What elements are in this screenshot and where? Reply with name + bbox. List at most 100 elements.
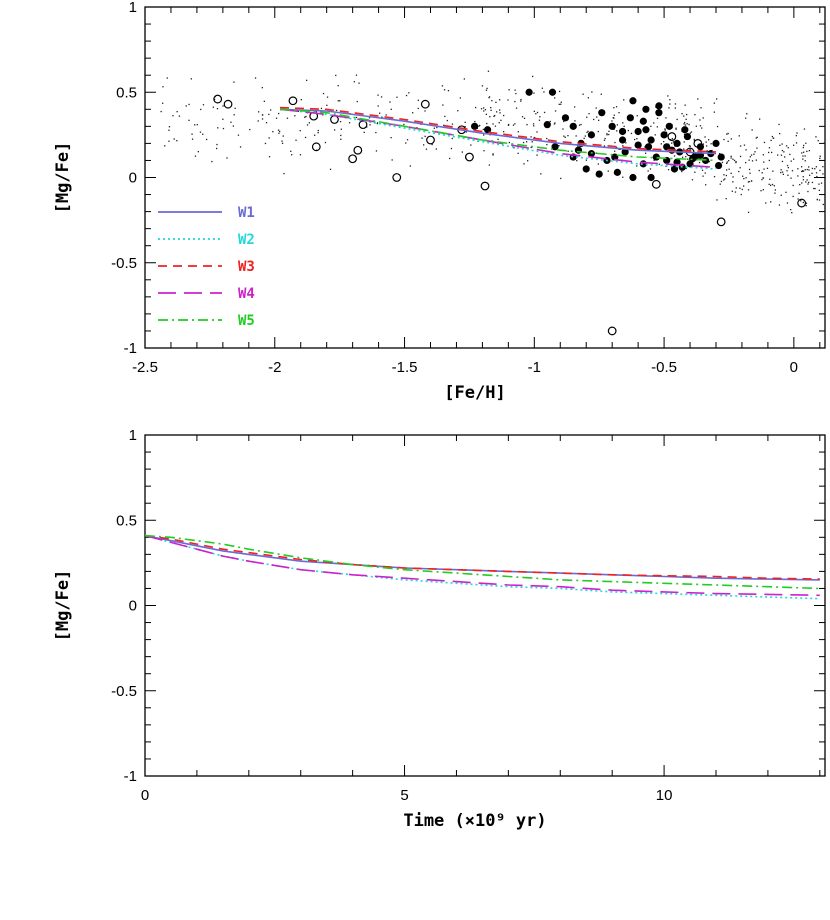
star-dot: [444, 115, 446, 118]
star-dot: [389, 101, 391, 103]
star-dot: [732, 176, 734, 178]
star-dot: [719, 183, 721, 185]
star-dot: [483, 110, 485, 112]
legend-label-w1: W1: [238, 205, 255, 221]
plot-frame: [144, 434, 826, 777]
legend-label-w4: W4: [238, 286, 255, 302]
star-dot: [723, 174, 725, 176]
star-dot: [758, 169, 760, 172]
star-dot: [780, 169, 782, 171]
filled-circle-point: [582, 165, 590, 173]
star-dot: [508, 123, 510, 126]
star-dot: [822, 203, 824, 206]
star-dot: [706, 145, 708, 147]
star-dot: [781, 149, 784, 152]
y-tick-label: 0.5: [116, 84, 137, 101]
series-line-w2: [145, 534, 820, 600]
star-dot: [587, 97, 589, 99]
star-dot: [521, 116, 524, 118]
star-dot: [348, 122, 351, 124]
star-dot: [540, 173, 542, 175]
star-dot: [762, 177, 764, 179]
star-dot: [750, 154, 753, 156]
star-dot: [822, 173, 824, 175]
star-dot: [433, 127, 435, 129]
star-dot: [606, 134, 608, 136]
star-dot: [754, 151, 756, 153]
star-dot: [268, 156, 271, 158]
star-dot: [702, 117, 704, 119]
star-dot: [766, 167, 769, 169]
star-dot: [691, 179, 694, 181]
filled-circle-point: [652, 153, 660, 161]
star-dot: [793, 158, 795, 160]
star-dot: [390, 137, 392, 139]
star-dot: [702, 143, 704, 145]
star-dot: [291, 154, 293, 156]
star-dot: [417, 107, 419, 110]
star-dot: [785, 145, 788, 147]
star-dot: [699, 119, 701, 121]
filled-circle-point: [629, 97, 637, 105]
star-dot: [716, 199, 718, 201]
star-dot: [726, 133, 728, 135]
star-dot: [694, 114, 696, 116]
star-dot: [706, 150, 708, 152]
star-dot: [290, 150, 292, 152]
star-dot: [747, 189, 750, 191]
y-axis-title: [Mg/Fe]: [53, 570, 73, 642]
star-dot: [688, 123, 690, 126]
star-dot: [779, 132, 781, 135]
star-dot: [735, 187, 737, 189]
star-dot: [803, 128, 806, 130]
filled-circle-point: [618, 136, 627, 144]
filled-circle-point: [471, 122, 479, 130]
star-dot: [613, 117, 615, 119]
star-dot: [739, 167, 741, 169]
legend-label-w5: W5: [238, 313, 255, 329]
star-dot: [730, 172, 732, 174]
star-dot: [188, 119, 190, 121]
star-dot: [173, 138, 175, 140]
star-dot: [216, 143, 218, 146]
star-dot: [480, 108, 483, 110]
star-dot: [802, 155, 804, 157]
star-dot: [808, 166, 810, 168]
star-dot: [484, 109, 487, 111]
star-dot: [514, 100, 516, 103]
star-dot: [190, 78, 192, 80]
star-dot: [522, 141, 525, 144]
star-dot: [363, 131, 365, 133]
star-dot: [777, 154, 779, 156]
star-dot: [334, 129, 336, 131]
star-dot: [807, 190, 809, 193]
star-dot: [305, 115, 307, 118]
star-dot: [698, 161, 701, 164]
star-dot: [805, 202, 808, 204]
star-dot: [782, 173, 784, 175]
star-dot: [694, 171, 696, 173]
star-dot: [279, 130, 281, 133]
star-dot: [675, 127, 677, 129]
star-dot: [508, 141, 510, 144]
star-dot: [689, 148, 691, 151]
star-dot: [272, 131, 274, 133]
star-dot: [745, 162, 747, 164]
star-dot: [681, 170, 683, 173]
legend-label-w2: W2: [238, 232, 255, 248]
star-dot: [772, 170, 774, 172]
star-dot: [577, 145, 579, 147]
star-dot: [627, 129, 629, 132]
star-dot: [406, 139, 409, 141]
open-circle-point: [607, 326, 617, 336]
star-dot: [636, 115, 638, 117]
star-dot: [264, 142, 267, 145]
star-dot: [499, 109, 501, 111]
star-dot: [732, 181, 734, 183]
star-dot: [390, 108, 392, 110]
star-dot: [326, 96, 329, 98]
star-dot: [813, 187, 815, 190]
star-dot: [543, 111, 546, 114]
star-dot: [443, 124, 445, 126]
